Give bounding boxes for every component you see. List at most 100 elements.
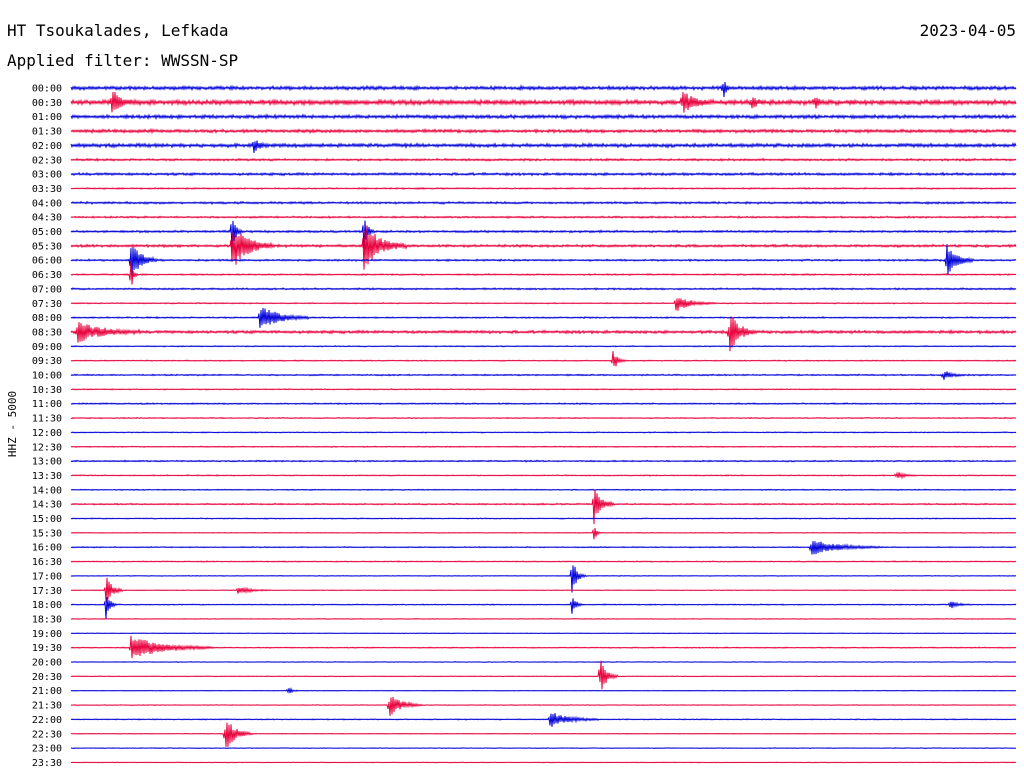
trace-row <box>70 316 1017 352</box>
row-time-label: 23:30 <box>32 758 62 769</box>
trace-row <box>70 471 1017 480</box>
trace-row <box>70 528 1017 540</box>
trace-row <box>70 488 1017 492</box>
row-time-label: 11:30 <box>32 414 62 425</box>
trace-row <box>70 635 1017 659</box>
trace-row <box>70 761 1017 764</box>
row-time-label: 15:30 <box>32 528 62 539</box>
trace-row <box>70 225 1017 270</box>
seismic-traces <box>70 81 1017 764</box>
row-time-label: 15:00 <box>32 514 62 525</box>
station-title: HT Tsoukalades, Lefkada <box>7 21 229 40</box>
row-time-label: 22:30 <box>32 729 62 740</box>
trace-row <box>70 127 1017 135</box>
row-time-label: 14:00 <box>32 485 62 496</box>
trace-row <box>70 186 1017 190</box>
trace-row <box>70 298 1017 311</box>
row-time-label: 04:00 <box>32 198 62 209</box>
trace-row <box>70 351 1017 367</box>
row-time-label: 18:00 <box>32 600 62 611</box>
row-time-label: 19:00 <box>32 629 62 640</box>
row-time-label: 11:00 <box>32 399 62 410</box>
trace-row <box>70 371 1017 380</box>
row-time-label: 13:00 <box>32 457 62 468</box>
trace-row <box>70 541 1017 555</box>
trace-row <box>70 200 1017 206</box>
trace-row <box>70 307 1017 328</box>
row-time-label: 03:00 <box>32 170 62 181</box>
trace-row <box>70 344 1017 348</box>
trace-row <box>70 220 1017 251</box>
trace-row <box>70 560 1017 563</box>
row-time-label: 17:30 <box>32 586 62 597</box>
trace-row <box>70 722 1017 748</box>
row-time-label: 10:30 <box>32 385 62 396</box>
trace-row <box>70 660 1017 690</box>
trace-row <box>70 618 1017 620</box>
row-time-label: 20:00 <box>32 658 62 669</box>
trace-row <box>70 713 1017 727</box>
row-time-label: 09:00 <box>32 342 62 353</box>
trace-row <box>70 140 1017 153</box>
trace-row <box>70 686 1017 694</box>
row-time-label: 05:00 <box>32 227 62 238</box>
trace-row <box>70 489 1017 525</box>
trace-row <box>70 171 1017 177</box>
row-time-label: 18:30 <box>32 614 62 625</box>
trace-row <box>70 388 1017 391</box>
row-time-label: 00:30 <box>32 98 62 109</box>
trace-row <box>70 402 1017 406</box>
trace-row <box>70 459 1017 463</box>
row-time-label: 07:30 <box>32 299 62 310</box>
trace-row <box>70 517 1017 520</box>
row-time-label: 16:00 <box>32 543 62 554</box>
row-time-label: 22:00 <box>32 715 62 726</box>
row-time-label: 09:30 <box>32 356 62 367</box>
trace-row <box>70 113 1017 121</box>
row-time-label: 04:30 <box>32 213 62 224</box>
trace-row <box>70 215 1017 220</box>
row-time-label: 19:30 <box>32 643 62 654</box>
trace-row <box>70 260 1017 285</box>
row-time-label: 17:00 <box>32 571 62 582</box>
trace-row <box>70 81 1017 98</box>
row-time-label: 07:00 <box>32 284 62 295</box>
row-time-label: 23:00 <box>32 744 62 755</box>
y-axis-label: HHZ - 5000 <box>6 391 19 457</box>
trace-row <box>70 577 1017 602</box>
trace-row <box>70 747 1017 750</box>
row-time-label: 12:30 <box>32 442 62 453</box>
row-time-label: 02:30 <box>32 155 62 166</box>
trace-row <box>70 445 1017 449</box>
filter-label: Applied filter: WWSSN-SP <box>7 51 238 70</box>
trace-row <box>70 431 1017 434</box>
trace-row <box>70 416 1017 420</box>
trace-row <box>70 244 1017 279</box>
trace-row <box>70 660 1017 663</box>
date-label: 2023-04-05 <box>920 21 1016 40</box>
row-time-label: 08:30 <box>32 327 62 338</box>
row-time-label: 03:30 <box>32 184 62 195</box>
row-time-label: 05:30 <box>32 241 62 252</box>
row-time-label: 12:00 <box>32 428 62 439</box>
row-time-label: 13:30 <box>32 471 62 482</box>
row-time-label: 00:00 <box>32 84 62 95</box>
trace-row <box>70 91 1017 113</box>
trace-row <box>70 157 1017 162</box>
trace-row <box>70 597 1017 620</box>
time-labels: 00:00 00:30 01:00 01:30 02:00 02:30 03:00 03:30… <box>32 84 62 769</box>
row-time-label: 08:00 <box>32 313 62 324</box>
trace-row <box>70 286 1017 291</box>
trace-row <box>70 696 1017 716</box>
row-time-label: 21:30 <box>32 701 62 712</box>
row-time-label: 06:00 <box>32 256 62 267</box>
row-time-label: 14:30 <box>32 500 62 511</box>
row-time-label: 01:30 <box>32 127 62 138</box>
row-time-label: 02:00 <box>32 141 62 152</box>
row-time-label: 20:30 <box>32 672 62 683</box>
row-time-label: 21:00 <box>32 686 62 697</box>
row-time-label: 01:00 <box>32 112 62 123</box>
row-time-label: 06:30 <box>32 270 62 281</box>
trace-row <box>70 632 1017 635</box>
